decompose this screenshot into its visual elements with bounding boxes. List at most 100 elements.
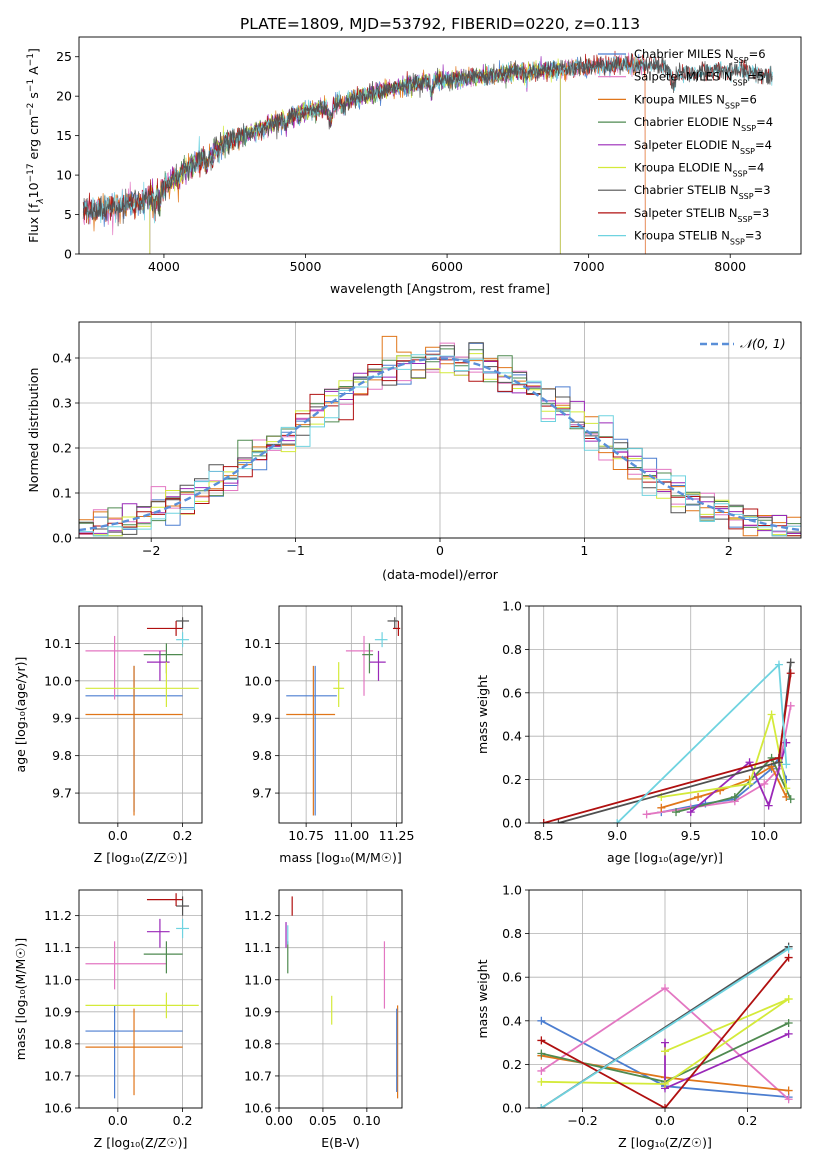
figure-title: PLATE=1809, MJD=53792, FIBERID=0220, z=0… xyxy=(240,15,640,33)
y-tick-label: 0.6 xyxy=(502,685,522,700)
y-tick-label: 11.2 xyxy=(244,908,272,923)
x-tick-label: −0.2 xyxy=(567,1113,597,1128)
x-tick-label: 0.2 xyxy=(737,1113,757,1128)
x-tick-label: 0.2 xyxy=(173,828,193,843)
y-tick-label: 0 xyxy=(64,247,72,262)
plot-area xyxy=(286,617,401,816)
y-tick-label: 20 xyxy=(56,89,72,104)
weight-marker xyxy=(613,819,622,823)
legend-entry: Chabrier STELIB NSSP=3 xyxy=(634,183,771,201)
x-axis-label: wavelength [Angstrom, rest frame] xyxy=(330,281,550,296)
y-axis-label: Normed distribution xyxy=(26,368,41,493)
y-tick-label: 15 xyxy=(56,128,72,143)
weight-marker xyxy=(745,779,754,788)
legend-sub: SSP xyxy=(732,78,747,87)
weight-marker xyxy=(539,819,548,823)
legend-entry: Kroupa MILES NSSP=6 xyxy=(634,92,757,110)
weight-marker xyxy=(694,792,703,801)
weight-marker xyxy=(784,1029,793,1038)
weight-marker xyxy=(537,1104,546,1108)
y-tick-label: 0.3 xyxy=(52,396,72,411)
weight-marker xyxy=(784,995,793,1003)
weight-marker xyxy=(554,819,563,823)
y-tick-label: 0.8 xyxy=(502,642,522,657)
weight-line xyxy=(616,662,788,823)
weight-marker xyxy=(642,810,651,819)
residuals-panel: −2 −1 0 1 2 0.0 0.1 0.2 0.3 0.4 (data-model)/error… xyxy=(26,321,802,582)
y-axis-label-part: −17 xyxy=(26,163,36,182)
spectrum-panel: 4000 5000 6000 7000 8000 0 5 10 15 20 25 wavelength… xyxy=(26,36,802,296)
axes-frame xyxy=(528,605,802,824)
legend-value: =4 xyxy=(747,161,764,175)
weight-marker xyxy=(782,760,791,769)
weight-marker xyxy=(657,803,666,812)
y-axis-label: mass weight xyxy=(475,959,490,1038)
y-tick-label: 9.7 xyxy=(52,786,72,801)
y-tick-label: 10.6 xyxy=(44,1101,72,1116)
weight-marker xyxy=(661,1104,669,1108)
legend-entry: Salpeter MILES NSSP=5 xyxy=(634,70,764,88)
y-axis-label: age [log₁₀(age/yr)] xyxy=(13,657,28,773)
weight-line xyxy=(675,756,792,813)
plot-area xyxy=(537,942,793,1108)
legend-entry: 𝒩(0, 1) xyxy=(740,336,786,351)
weight-marker xyxy=(786,795,795,804)
x-tick-label: 7000 xyxy=(573,259,605,274)
legend-value: =3 xyxy=(752,206,769,220)
x-axis-label: E(B-V) xyxy=(321,1135,360,1150)
y-tick-label: 10.7 xyxy=(244,1068,272,1083)
legend-value: =4 xyxy=(755,138,772,152)
plot-area xyxy=(85,617,199,816)
weight-marker xyxy=(745,758,754,767)
plot-area xyxy=(82,50,773,254)
y-tick-label: 0.0 xyxy=(502,1101,522,1116)
axes-frame xyxy=(528,889,802,1109)
x-tick-label: 0.0 xyxy=(108,828,128,843)
x-tick-label: 8.5 xyxy=(534,828,554,843)
axes-frame xyxy=(278,889,403,1109)
weight-marker xyxy=(661,1080,669,1089)
weight-line xyxy=(661,765,788,809)
y-tick-label: 0.4 xyxy=(502,729,522,744)
spectrum-line xyxy=(82,53,773,227)
mass-vs-ebv-panel: 0.00 0.05 0.10 10.6 10.7 10.8 10.9 11.0 11.1 11.2… xyxy=(244,889,403,1150)
weight-marker xyxy=(784,944,793,953)
y-axis-label-part: Flux [f xyxy=(26,203,41,243)
y-tick-label: 9.9 xyxy=(252,711,272,726)
weight-marker xyxy=(537,1049,546,1058)
legend-entry: Chabrier MILES NSSP=6 xyxy=(634,47,766,65)
weight-marker xyxy=(537,1036,546,1045)
x-axis-label: (data-model)/error xyxy=(382,567,499,582)
weight-marker xyxy=(661,984,669,993)
weight-line xyxy=(543,673,792,823)
weight-line xyxy=(540,957,790,1108)
plot-area xyxy=(85,893,199,1099)
x-tick-label: 11.25 xyxy=(379,828,415,843)
weight-line xyxy=(690,742,788,813)
legend-entry: Kroupa STELIB NSSP=3 xyxy=(634,229,762,247)
weight-marker xyxy=(784,1095,793,1104)
plot-area xyxy=(79,335,801,538)
y-axis-label-part: A xyxy=(26,66,41,79)
x-tick-label: 8000 xyxy=(714,259,746,274)
x-tick-label: 0.00 xyxy=(265,1113,293,1128)
x-tick-label: 1 xyxy=(580,543,588,558)
x-tick-label: 0.0 xyxy=(655,1113,675,1128)
weight-marker xyxy=(537,1066,546,1075)
y-axis-label-part: 10 xyxy=(26,182,41,198)
y-tick-label: 9.7 xyxy=(252,786,272,801)
legend-model: Chabrier ELODIE N xyxy=(634,115,741,129)
legend-sub: SSP xyxy=(740,146,755,155)
y-axis-label-part: λ xyxy=(36,198,46,204)
y-tick-label: 10.9 xyxy=(244,1004,272,1019)
y-tick-label: 10.8 xyxy=(44,1036,72,1051)
legend-value: =3 xyxy=(754,183,771,197)
x-tick-label: 9.0 xyxy=(607,828,627,843)
weight-marker xyxy=(786,658,795,667)
legend-model: Kroupa MILES N xyxy=(634,92,725,106)
y-tick-label: 10.8 xyxy=(244,1036,272,1051)
y-tick-label: 10 xyxy=(56,168,72,183)
legend: Chabrier MILES NSSP=6 Salpeter MILES NSSP… xyxy=(598,47,773,246)
legend-model: Chabrier STELIB N xyxy=(634,183,739,197)
